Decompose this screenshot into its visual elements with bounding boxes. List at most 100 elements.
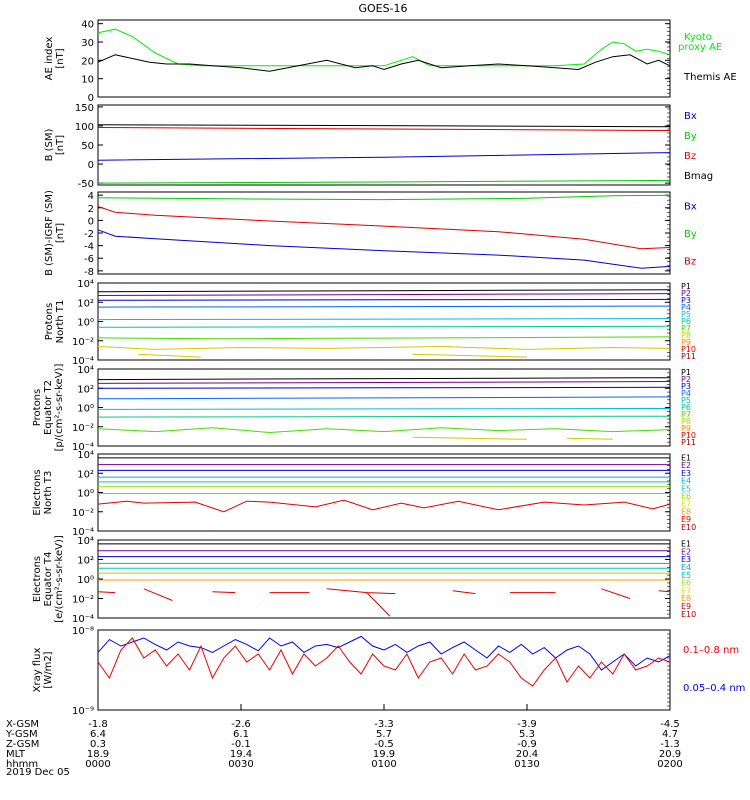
- y-axis-label: Xray flux: [32, 648, 43, 693]
- legend-entry: E9: [681, 515, 691, 524]
- panel-ee: 10⁻⁴ 10⁻² 10⁰ 10² 10⁴ Electrons Equator T4 [e/(…: [32, 535, 696, 625]
- x-row-label: Z-GSM: [6, 739, 39, 750]
- panel-pe: 10⁻⁴ 10⁻² 10⁰ 10² 10⁴ Protons Equator T2 [p/(cm…: [32, 364, 696, 453]
- legend-entry: E2: [681, 547, 691, 556]
- series-e9g: [452, 590, 476, 595]
- y-tick-label: 10⁰: [77, 318, 94, 329]
- y-tick-label: -8: [84, 267, 94, 278]
- y-tick-label: 10⁻²: [72, 423, 94, 434]
- y-tick-label: 10⁰: [77, 575, 94, 586]
- legend-entry: E8: [681, 507, 691, 516]
- series-p6: [97, 325, 671, 328]
- legend-entry: E1: [681, 540, 691, 549]
- legend-entry: P4: [681, 303, 691, 312]
- legend-entry: P1: [681, 282, 691, 291]
- series-p8: [97, 345, 671, 350]
- y-tick-label: 20: [81, 56, 94, 67]
- y-tick-label: 0: [88, 216, 94, 227]
- legend-entry: E1: [681, 454, 691, 463]
- x-row-label: Y-GSM: [5, 729, 38, 740]
- series-p9: [137, 353, 202, 358]
- legend-entry: E10: [681, 610, 696, 619]
- y-tick-label: 10⁴: [77, 536, 94, 547]
- legend-entry: Bz: [684, 151, 696, 162]
- x-row-value: 6.1: [233, 729, 249, 740]
- series-bmag: [97, 124, 671, 128]
- series-e9a: [97, 591, 116, 594]
- y-axis-label: B (SM)-IGRF (SM): [44, 190, 55, 276]
- x-row-value: 0.3: [90, 739, 106, 750]
- series-themis-ae: [97, 54, 671, 72]
- series-p8b: [566, 437, 613, 440]
- legend-entry: 0.1–0.8 nm: [683, 645, 739, 656]
- series-p2: [97, 381, 671, 384]
- legend-entry: E3: [681, 555, 691, 564]
- x-row-value: -4.5: [660, 719, 680, 730]
- y-tick-label: 10⁻⁴: [72, 356, 94, 367]
- legend-entry: E4: [681, 477, 691, 486]
- y-tick-label: 10⁻²: [72, 508, 94, 519]
- series-e9j: [658, 590, 671, 593]
- legend-entry: Bmag: [684, 171, 713, 182]
- y-tick-label: 10⁻⁴: [72, 527, 94, 538]
- legend-entry: P11: [681, 438, 696, 447]
- x-row-label: MLT: [6, 749, 26, 760]
- panel-xray: 10⁻⁹ 10⁻⁸ Xray flux [W/m2] 0.1–0.8 nm 0.05–0.…: [32, 626, 745, 717]
- y-axis-label: AE index: [44, 37, 55, 81]
- panel-frame: [97, 539, 671, 619]
- legend-entry: E5: [681, 484, 691, 493]
- y-tick-label: -2: [84, 229, 94, 240]
- y-axis-label: [e/(cm²-s-sr-keV)]: [54, 535, 65, 623]
- panel-frame: [97, 629, 671, 711]
- y-tick-label: 10: [81, 75, 94, 86]
- x-row-value: -3.3: [374, 719, 394, 730]
- legend-entry: E6: [681, 492, 691, 501]
- series-p1: [97, 289, 671, 293]
- x-row-value: 0130: [514, 759, 539, 770]
- legend-entry: P9: [681, 338, 691, 347]
- panel-pn: 10⁻⁴ 10⁻² 10⁰ 10² 10⁴ Protons North T1 P1P2P3P4…: [44, 279, 696, 367]
- legend-entry: P10: [681, 345, 696, 354]
- x-axis-table: X-GSM -1.8 -2.6 -3.3 -3.9 -4.5 Y-GSM 6.4 6.1 5.7 5…: [5, 704, 683, 770]
- legend-entry: P1: [681, 368, 691, 377]
- x-row-label: X-GSM: [6, 719, 39, 730]
- series-bx: [97, 229, 671, 269]
- series-e9e: [326, 588, 396, 595]
- y-tick-label: 4: [88, 191, 94, 202]
- legend-entry: P9: [681, 424, 691, 433]
- legend-entry: E9: [681, 602, 691, 611]
- x-row-label: hhmm: [6, 759, 38, 770]
- x-row-value: -3.9: [517, 719, 537, 730]
- legend-entry: E4: [681, 563, 691, 572]
- series-p3: [97, 386, 671, 389]
- y-tick-label: 100: [75, 122, 94, 133]
- panel-frame: [97, 104, 671, 186]
- x-row-value: 19.9: [373, 749, 395, 760]
- series-e9c: [212, 591, 236, 594]
- series-p4: [97, 305, 671, 308]
- series-bz: [97, 127, 671, 131]
- legend-entry: E8: [681, 594, 691, 603]
- legend-entry: Kyoto: [684, 32, 712, 43]
- y-tick-label: 30: [81, 38, 94, 49]
- y-tick-label: 10⁴: [77, 279, 94, 290]
- x-row-value: -0.1: [231, 739, 251, 750]
- y-tick-label: 10²: [77, 556, 94, 567]
- y-tick-label: 10⁻⁸: [72, 626, 94, 637]
- y-tick-label: 10⁴: [77, 450, 94, 461]
- legend-entry: P6: [681, 403, 691, 412]
- legend-entry: Themis AE: [683, 72, 737, 83]
- x-row-value: 4.7: [662, 729, 678, 740]
- panel-frame: [97, 19, 671, 98]
- panel-frame: [97, 453, 671, 532]
- series-p1: [97, 377, 671, 381]
- series-0-1-0-8-nm: [97, 637, 671, 687]
- series-p9b: [412, 353, 528, 358]
- legend-entry: E7: [681, 586, 691, 595]
- y-tick-label: 10⁻⁴: [72, 614, 94, 625]
- legend-entry: P4: [681, 389, 691, 398]
- y-axis-label: [W/m2]: [43, 651, 54, 688]
- x-row-value: 18.9: [87, 749, 109, 760]
- x-row-value: 0100: [371, 759, 396, 770]
- series-bz: [97, 206, 671, 250]
